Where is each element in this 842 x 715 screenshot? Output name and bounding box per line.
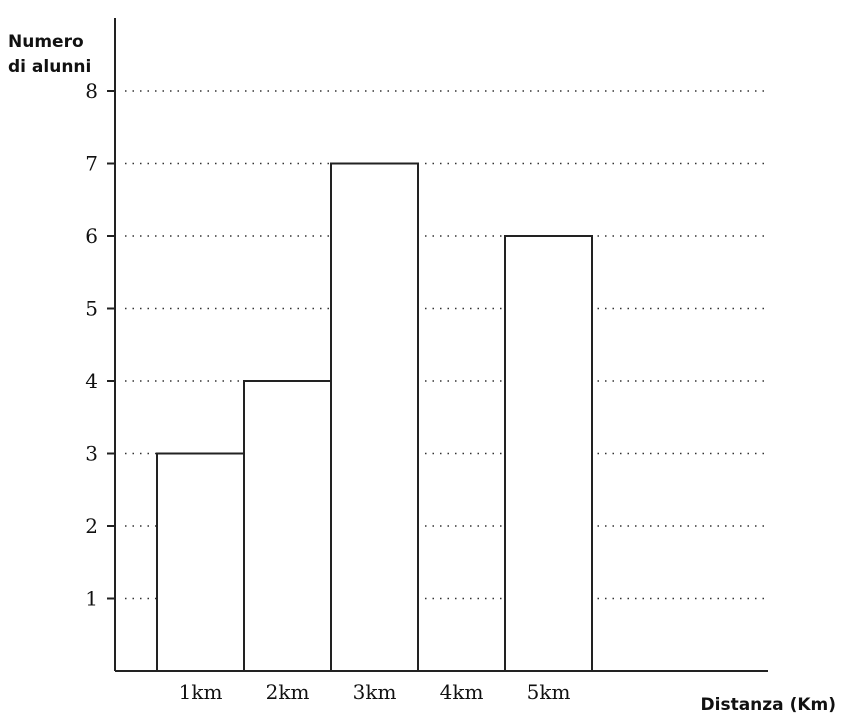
bar-1km <box>156 452 245 672</box>
x-category-label-2km: 2km <box>266 680 310 704</box>
x-category-label-5km: 5km <box>527 680 571 704</box>
bars <box>156 162 593 672</box>
x-category-label-1km: 1km <box>179 680 223 704</box>
y-tick-label-5: 5 <box>85 297 98 321</box>
bar-5km <box>504 235 593 672</box>
x-category-label-3km: 3km <box>353 680 397 704</box>
axes <box>114 18 768 672</box>
y-tick-label-1: 1 <box>85 587 98 611</box>
y-tick-label-7: 7 <box>85 152 98 176</box>
y-tick-label-2: 2 <box>85 514 98 538</box>
bar-3km <box>330 162 419 672</box>
x-category-label-4km: 4km <box>440 680 484 704</box>
y-ticks: 1 2 3 4 5 6 7 8 <box>85 79 115 611</box>
bar-2km <box>243 380 332 672</box>
y-axis-title-line2: di alunni <box>8 57 91 77</box>
y-axis-title-line1: Numero <box>8 32 84 52</box>
y-tick-label-8: 8 <box>85 79 98 103</box>
y-tick-label-6: 6 <box>85 224 98 248</box>
y-tick-label-3: 3 <box>85 442 98 466</box>
x-category-labels: 1km 2km 3km 4km 5km <box>179 680 571 704</box>
y-tick-label-4: 4 <box>85 369 98 393</box>
x-axis-title: Distanza (Km) <box>701 695 836 715</box>
